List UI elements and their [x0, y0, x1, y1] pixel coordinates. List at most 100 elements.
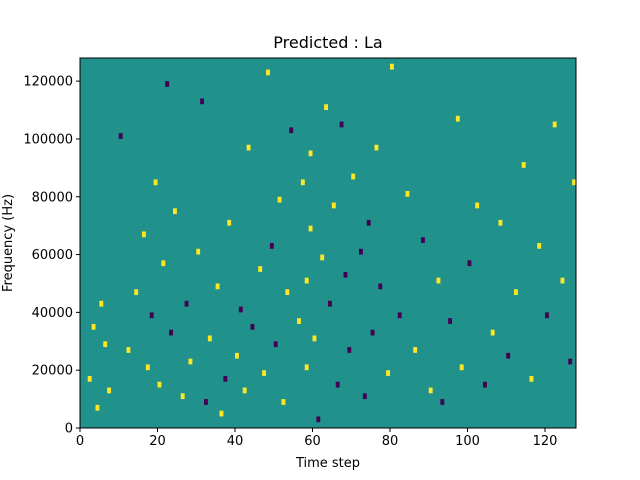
plot-area: [79, 57, 577, 429]
heatmap-cell: [374, 144, 379, 151]
heatmap-cell: [475, 202, 480, 209]
y-tick-label: 40000: [32, 306, 73, 321]
heatmap-cell: [161, 260, 166, 267]
heatmap-cell: [436, 277, 441, 284]
heatmap-cell: [572, 179, 577, 186]
heatmap-cell: [207, 335, 212, 342]
x-tick-label: 20: [149, 434, 166, 449]
heatmap-cell: [165, 81, 170, 87]
heatmap-cell: [529, 375, 534, 382]
heatmap-cell: [273, 341, 278, 348]
heatmap-cell: [428, 387, 433, 394]
heatmap-cell: [386, 370, 391, 376]
heatmap-cells: [87, 63, 577, 423]
x-tick-label: 120: [533, 434, 558, 449]
heatmap-cell: [498, 219, 503, 226]
heatmap-cell: [331, 202, 336, 209]
heatmap-cell: [223, 375, 228, 382]
heatmap-cell: [99, 300, 104, 307]
heatmap-cell: [343, 271, 348, 278]
heatmap-cell: [300, 179, 305, 186]
x-tick-label: 60: [304, 434, 321, 449]
heatmap-cell: [103, 341, 108, 348]
heatmap-cell: [266, 69, 270, 76]
heatmap-cell: [258, 266, 263, 272]
heatmap-cell: [351, 173, 356, 180]
heatmap-cell: [448, 318, 453, 324]
heatmap-cell: [459, 364, 464, 371]
heatmap-cell: [87, 375, 92, 382]
heatmap-cell: [490, 329, 495, 336]
heatmap-cell: [467, 260, 472, 267]
heatmap-cell: [235, 352, 239, 359]
heatmap-cell: [413, 347, 418, 353]
heatmap-cell: [537, 243, 542, 249]
y-axis-label: Frequency (Hz): [1, 194, 16, 292]
x-axis-label: Time step: [295, 456, 360, 471]
heatmap-cell: [262, 370, 267, 376]
x-axis: 0 20 40 60 80 100 120: [76, 428, 558, 449]
heatmap-cell: [316, 416, 321, 423]
y-axis: 0 20000 40000 60000 80000 100000 120000: [23, 75, 80, 437]
y-tick-label: 0: [65, 422, 73, 437]
heatmap-cell: [238, 306, 243, 313]
heatmap-cell: [308, 150, 313, 157]
heatmap-cell: [297, 318, 301, 324]
heatmap-cell: [359, 248, 363, 255]
heatmap-cell: [552, 121, 557, 128]
y-tick-label: 20000: [32, 364, 73, 379]
heatmap-cell: [390, 63, 394, 70]
heatmap-cell: [304, 277, 309, 284]
heatmap-cell: [142, 231, 146, 238]
heatmap-cell: [483, 381, 487, 388]
heatmap-cell: [134, 289, 139, 296]
heatmap-cell: [107, 387, 112, 394]
heatmap-cell: [204, 399, 208, 405]
heatmap-cell: [169, 329, 174, 336]
heatmap-cell: [153, 179, 158, 186]
heatmap-cell: [285, 289, 290, 296]
heatmap-cell: [328, 300, 332, 307]
heatmap-cell: [215, 283, 220, 290]
heatmap-cell: [200, 98, 205, 105]
heatmap-cell: [196, 248, 201, 255]
heatmap-cell: [362, 393, 367, 400]
heatmap-cell: [281, 399, 286, 405]
heatmap-cell: [339, 121, 344, 128]
heatmap-cell: [514, 289, 518, 296]
heatmap-cell: [227, 219, 232, 226]
x-tick-label: 80: [382, 434, 399, 449]
heatmap-cell: [173, 208, 177, 215]
heatmap-cell: [304, 364, 309, 371]
heatmap-cell: [455, 115, 460, 122]
heatmap-cell: [421, 237, 425, 243]
plot-frame: [79, 57, 577, 429]
heatmap-cell: [366, 219, 371, 226]
heatmap-cell: [157, 381, 162, 388]
heatmap-cell: [545, 312, 549, 319]
heatmap-cell: [560, 277, 565, 284]
heatmap-cell: [506, 352, 511, 359]
heatmap-cell: [184, 300, 189, 307]
heatmap-cell: [378, 283, 383, 290]
heatmap-cell: [91, 323, 96, 330]
heatmap-cell: [521, 162, 526, 168]
heatmap-cell: [95, 404, 100, 411]
y-tick-label: 120000: [23, 75, 73, 90]
heatmap-cell: [114, 266, 119, 272]
heatmap-cell: [320, 254, 325, 261]
heatmap-cell: [324, 104, 329, 111]
heatmap-cell: [370, 329, 375, 336]
x-tick-label: 40: [227, 434, 244, 449]
heatmap-cell: [568, 358, 573, 365]
heatmap-cell: [277, 196, 282, 203]
y-tick-label: 60000: [32, 248, 73, 263]
chart-title: Predicted : La: [273, 33, 382, 52]
heatmap-cell: [180, 393, 185, 400]
heatmap-cell: [246, 144, 251, 151]
heatmap-cell: [188, 358, 193, 365]
heatmap-cell: [126, 347, 131, 353]
x-tick-label: 0: [76, 434, 84, 449]
heatmap-cell: [145, 364, 150, 371]
